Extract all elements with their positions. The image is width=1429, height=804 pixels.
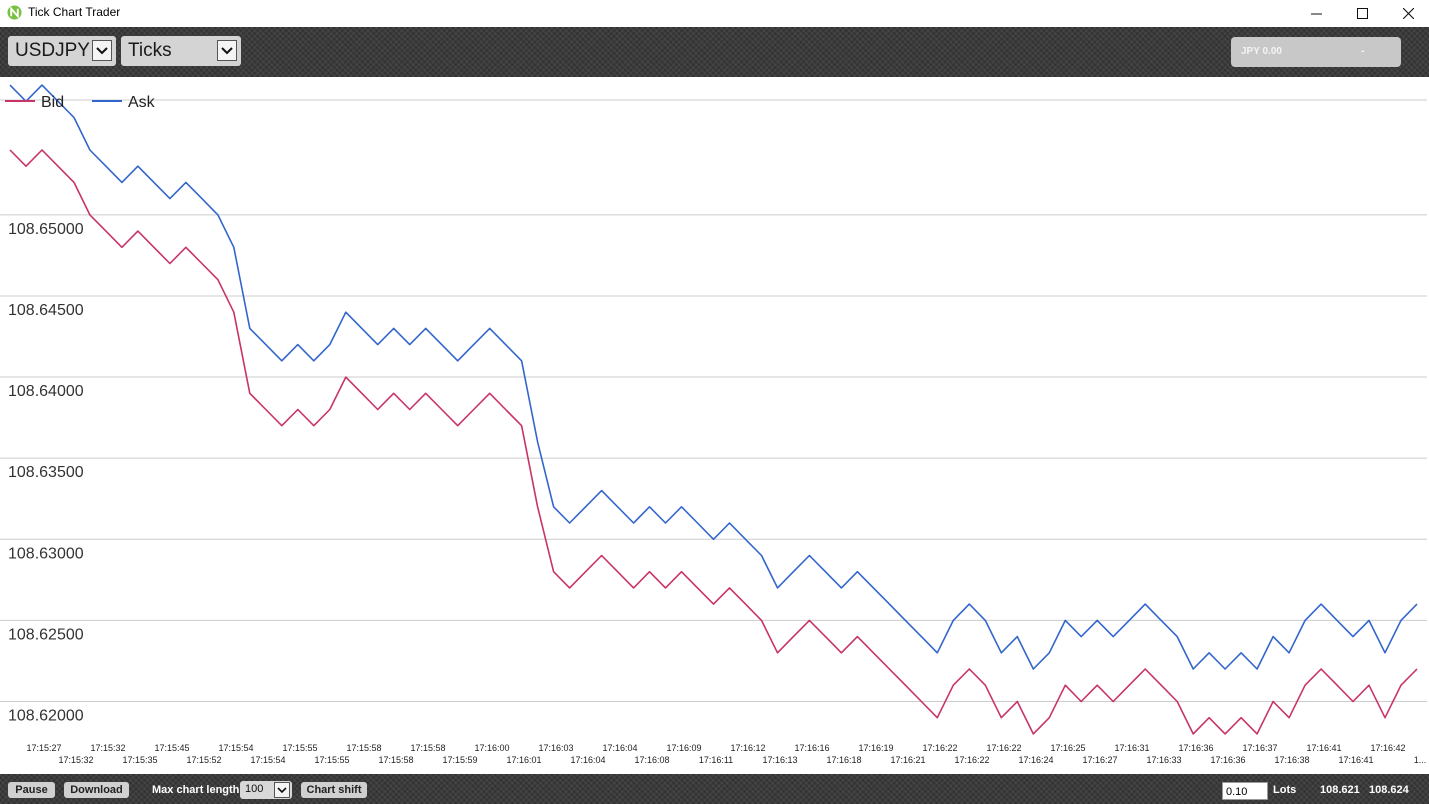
x-tick-label: 17:15:58 — [410, 743, 445, 753]
maximize-icon — [1356, 8, 1368, 19]
y-tick-label: 108.63500 — [8, 464, 84, 481]
x-tick-label: 17:16:41 — [1338, 755, 1373, 765]
x-tick-label: 17:15:54 — [218, 743, 253, 753]
lots-label: Lots — [1273, 784, 1297, 796]
toolbar: USDJPY Ticks JPY 0.00 - — [0, 27, 1429, 77]
tick-chart: 108.62000 108.62500 108.63000 108.63500 108.… — [0, 77, 1429, 774]
minimize-icon — [1310, 13, 1322, 15]
x-tick-label: 17:15:52 — [186, 755, 221, 765]
legend-label-ask: Ask — [128, 94, 156, 111]
pause-button[interactable]: Pause — [8, 782, 55, 798]
lots-input[interactable] — [1222, 782, 1268, 800]
x-tick-label: 17:15:58 — [378, 755, 413, 765]
mode-select[interactable]: Ticks — [121, 36, 241, 66]
maximize-button[interactable] — [1339, 0, 1385, 27]
download-button[interactable]: Download — [64, 782, 129, 798]
x-tick-label: 17:16:27 — [1082, 755, 1117, 765]
x-tick-label: 17:16:04 — [602, 743, 637, 753]
chart-svg: 108.62000 108.62500 108.63000 108.63500 108.… — [0, 84, 1427, 765]
x-tick-label: 17:15:32 — [90, 743, 125, 753]
ticket-currency: JPY 0.00 — [1241, 46, 1282, 57]
x-tick-label: 17:16:19 — [858, 743, 893, 753]
series-line-bid — [9, 149, 1418, 735]
ticket-dash: - — [1361, 45, 1365, 57]
x-tick-label: 17:16:09 — [666, 743, 701, 753]
chevron-down-icon[interactable] — [92, 40, 112, 61]
x-tick-label: 17:15:58 — [346, 743, 381, 753]
bid-price: 108.621 — [1320, 784, 1360, 796]
x-tick-label: 17:16:04 — [570, 755, 605, 765]
footer-bar: Pause Download Max chart length: 100 Cha… — [0, 774, 1429, 804]
x-tick-label: 17:15:35 — [122, 755, 157, 765]
x-tick-label: 17:16:24 — [1018, 755, 1053, 765]
chart-shift-button[interactable]: Chart shift — [301, 782, 367, 798]
x-tick-label: 17:16:11 — [699, 755, 733, 765]
symbol-select[interactable]: USDJPY — [8, 36, 116, 66]
x-tick-label: 17:16:33 — [1146, 755, 1181, 765]
x-tick-label: 1... — [1414, 755, 1427, 765]
mode-value: Ticks — [128, 40, 172, 61]
x-tick-label: 17:16:22 — [986, 743, 1021, 753]
max-chart-length-label: Max chart length: — [152, 784, 244, 796]
x-tick-label: 17:15:59 — [442, 755, 477, 765]
minimize-button[interactable] — [1293, 0, 1339, 27]
x-tick-label: 17:16:25 — [1050, 743, 1085, 753]
close-icon — [1402, 8, 1414, 19]
x-tick-label: 17:15:55 — [314, 755, 349, 765]
deal-ticket[interactable]: JPY 0.00 - — [1231, 37, 1401, 67]
y-tick-label: 108.63000 — [8, 545, 84, 562]
max-chart-length-value: 100 — [245, 783, 264, 795]
chevron-down-icon[interactable] — [274, 782, 290, 798]
x-tick-label: 17:16:00 — [474, 743, 509, 753]
window-title: Tick Chart Trader — [28, 5, 121, 19]
max-chart-length-select[interactable]: 100 — [240, 781, 292, 799]
legend-label-bid: Bid — [41, 94, 64, 111]
x-tick-label: 17:16:36 — [1178, 743, 1213, 753]
x-tick-label: 17:16:41 — [1306, 743, 1341, 753]
app-logo-icon — [7, 5, 22, 20]
y-tick-label: 108.64500 — [8, 302, 84, 319]
x-tick-label: 17:16:31 — [1114, 743, 1149, 753]
x-tick-label: 17:15:45 — [154, 743, 189, 753]
x-tick-label: 17:16:16 — [794, 743, 829, 753]
x-tick-label: 17:16:22 — [922, 743, 957, 753]
x-tick-label: 17:16:13 — [762, 755, 797, 765]
y-tick-label: 108.65000 — [8, 221, 84, 238]
x-tick-label: 17:16:12 — [730, 743, 765, 753]
title-bar: Tick Chart Trader — [0, 0, 1429, 27]
x-tick-label: 17:15:32 — [58, 755, 93, 765]
symbol-value: USDJPY — [15, 40, 90, 61]
x-tick-label: 17:16:21 — [890, 755, 925, 765]
x-tick-label: 17:16:22 — [954, 755, 989, 765]
x-tick-label: 17:15:27 — [26, 743, 61, 753]
chevron-down-icon[interactable] — [217, 40, 237, 61]
y-tick-label: 108.62500 — [8, 626, 84, 643]
x-tick-label: 17:16:42 — [1370, 743, 1405, 753]
x-tick-label: 17:16:08 — [634, 755, 669, 765]
x-tick-label: 17:16:01 — [506, 755, 541, 765]
x-tick-label: 17:15:55 — [282, 743, 317, 753]
x-tick-label: 17:16:03 — [538, 743, 573, 753]
x-tick-label: 17:16:37 — [1242, 743, 1277, 753]
close-button[interactable] — [1385, 0, 1429, 27]
x-tick-label: 17:16:18 — [826, 755, 861, 765]
ask-price: 108.624 — [1369, 784, 1409, 796]
x-tick-label: 17:15:54 — [250, 755, 285, 765]
x-tick-label: 17:16:36 — [1210, 755, 1245, 765]
y-tick-label: 108.62000 — [8, 707, 84, 724]
y-tick-label: 108.64000 — [8, 383, 84, 400]
series-line-ask — [9, 84, 1418, 670]
x-tick-label: 17:16:38 — [1274, 755, 1309, 765]
